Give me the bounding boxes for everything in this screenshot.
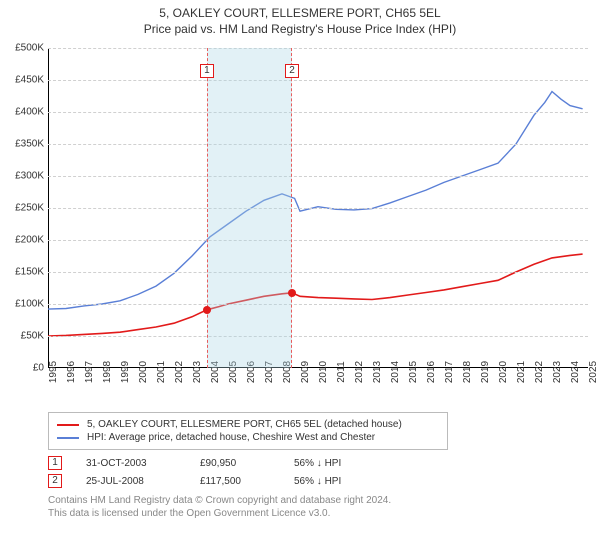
y-gridline [48,272,588,273]
sale-record-date: 31-OCT-2003 [86,458,176,469]
x-axis-label: 2020 [498,361,509,383]
series-property [48,254,583,336]
chart-area: £0 £50K £100K £150K £200K £250K £300K £350K £400… [0,40,600,410]
sale-record-date: 25-JUL-2008 [86,476,176,487]
x-axis-label: 2017 [444,361,455,383]
legend-item: HPI: Average price, detached house, Ches… [57,432,439,443]
x-axis-label: 2003 [192,361,203,383]
x-axis-label: 2015 [408,361,419,383]
y-axis-label: £200K [4,235,44,246]
x-axis-label: 2023 [552,361,563,383]
x-axis-label: 2024 [570,361,581,383]
sale-record-price: £117,500 [200,476,270,487]
sale-record-marker: 1 [48,456,62,470]
x-axis-label: 1996 [66,361,77,383]
title-address: 5, OAKLEY COURT, ELLESMERE PORT, CH65 5E… [0,6,600,20]
legend: 5, OAKLEY COURT, ELLESMERE PORT, CH65 5E… [48,412,448,450]
sale-record: 2 25-JUL-2008 £117,500 56% ↓ HPI [48,474,600,488]
y-gridline [48,176,588,177]
x-axis-label: 2010 [318,361,329,383]
x-axis-label: 2019 [480,361,491,383]
sale-marker-1: 1 [200,64,214,78]
x-axis-label: 2012 [354,361,365,383]
y-gridline [48,144,588,145]
sale-record: 1 31-OCT-2003 £90,950 56% ↓ HPI [48,456,600,470]
y-axis-label: £150K [4,267,44,278]
x-axis-label: 2018 [462,361,473,383]
x-axis-label: 1999 [120,361,131,383]
y-axis-label: £300K [4,171,44,182]
y-gridline [48,336,588,337]
y-gridline [48,112,588,113]
sale-record-marker: 2 [48,474,62,488]
sale-dot [288,289,296,297]
x-axis-label: 1995 [48,361,59,383]
y-axis-label: £50K [4,331,44,342]
y-axis-label: £350K [4,139,44,150]
x-axis-label: 2009 [300,361,311,383]
sale-record-hpi: 56% ↓ HPI [294,458,374,469]
sale-record-price: £90,950 [200,458,270,469]
chart-title-block: 5, OAKLEY COURT, ELLESMERE PORT, CH65 5E… [0,0,600,40]
x-axis-label: 1997 [84,361,95,383]
y-axis-label: £450K [4,75,44,86]
y-axis-label: £250K [4,203,44,214]
sale-dot [203,306,211,314]
y-axis-label: £0 [4,363,44,374]
license-text: Contains HM Land Registry data © Crown c… [48,494,600,520]
sale-marker-2: 2 [285,64,299,78]
y-gridline [48,240,588,241]
x-axis-label: 2025 [588,361,599,383]
title-subtitle: Price paid vs. HM Land Registry's House … [0,22,600,36]
y-gridline [48,48,588,49]
y-axis-label: £100K [4,299,44,310]
x-axis-label: 1998 [102,361,113,383]
license-line2: This data is licensed under the Open Gov… [48,507,600,520]
sale-record-hpi: 56% ↓ HPI [294,476,374,487]
legend-item: 5, OAKLEY COURT, ELLESMERE PORT, CH65 5E… [57,419,439,430]
x-axis-label: 2011 [336,361,347,383]
x-axis-label: 2002 [174,361,185,383]
sale-records: 1 31-OCT-2003 £90,950 56% ↓ HPI 2 25-JUL-2008… [48,456,600,488]
y-gridline [48,80,588,81]
y-axis-label: £400K [4,107,44,118]
legend-swatch [57,424,79,426]
x-axis-label: 2014 [390,361,401,383]
ownership-period-band [207,48,292,368]
x-axis-label: 2001 [156,361,167,383]
x-axis-label: 2016 [426,361,437,383]
legend-label: 5, OAKLEY COURT, ELLESMERE PORT, CH65 5E… [87,419,402,430]
y-axis-label: £500K [4,43,44,54]
y-gridline [48,304,588,305]
series-hpi [48,92,583,310]
license-line1: Contains HM Land Registry data © Crown c… [48,494,600,507]
legend-swatch [57,437,79,439]
x-axis-label: 2021 [516,361,527,383]
x-axis-label: 2000 [138,361,149,383]
y-gridline [48,208,588,209]
legend-label: HPI: Average price, detached house, Ches… [87,432,375,443]
x-axis-label: 2022 [534,361,545,383]
x-axis-label: 2013 [372,361,383,383]
